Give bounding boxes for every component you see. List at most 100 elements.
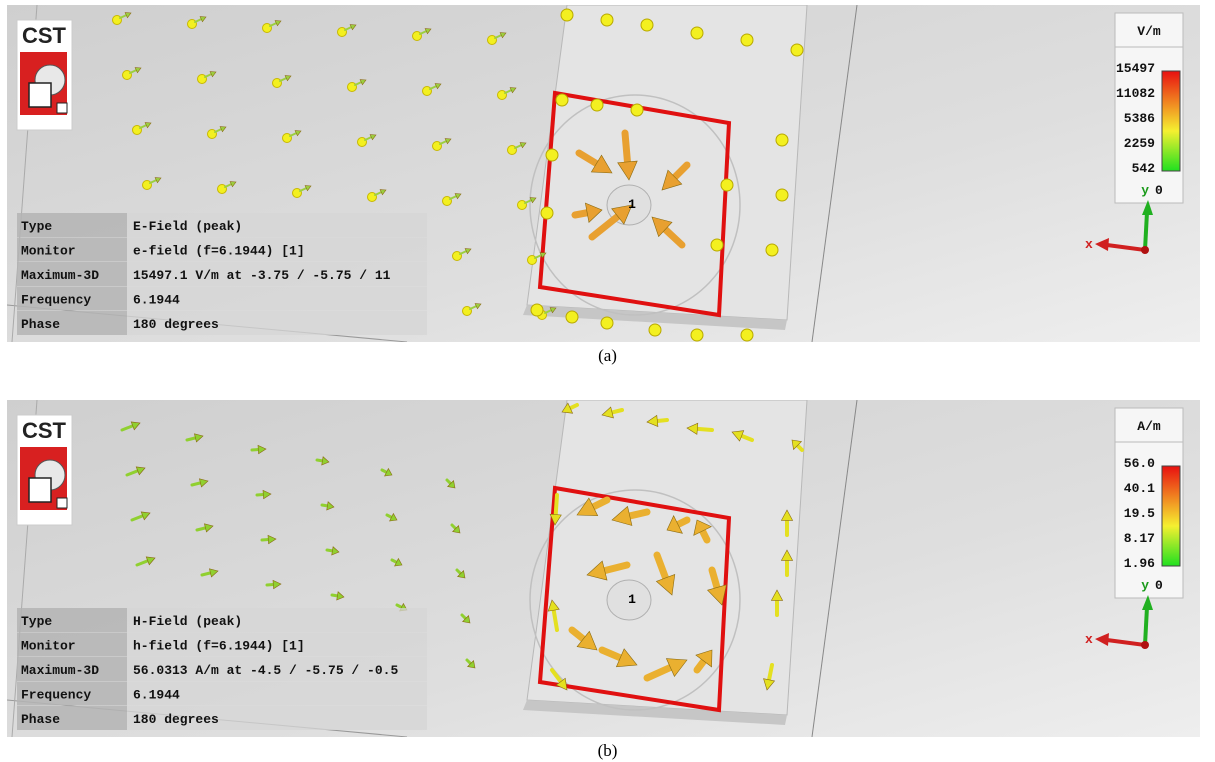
field-arrow-shaft [657,420,667,421]
field-dot [691,27,703,39]
caption: (a) [0,346,1215,366]
field-dot [766,244,778,256]
info-label: Maximum-3D [21,663,99,678]
legend-tick-label: 56.0 [1124,456,1155,471]
legend-unit: V/m [1137,24,1161,39]
field-dot [649,324,661,336]
page: 1 CST Type E-Field (peak) Monitor e-field (f=… [0,0,1215,762]
field-dot [546,149,558,161]
info-label: Phase [21,712,60,727]
field-dot [711,239,723,251]
info-label: Monitor [21,244,76,259]
info-value: H-Field (peak) [133,614,242,629]
field-arrow-shaft [202,573,210,575]
logo-small-cube [57,103,67,113]
legend-tick-label: 11082 [1116,86,1155,101]
y-axis-arrow [1145,212,1147,250]
strong-arrow-shaft [625,133,627,162]
strong-arrow-shaft [678,520,687,525]
info-label: Maximum-3D [21,268,99,283]
field-dot [556,94,568,106]
field-dot [601,317,613,329]
logo-text: CST [22,418,67,443]
strong-arrow-shaft [575,213,587,215]
port-label: 1 [628,197,636,212]
axis-origin [1141,246,1149,254]
field-arrow-shaft [570,405,577,408]
field-dot [541,207,553,219]
substrate [527,5,807,320]
legend-tick-label: 5386 [1124,111,1155,126]
info-value: 180 degrees [133,712,219,727]
field-dot [566,311,578,323]
field-dot [561,9,573,21]
legend-tick-label: 15497 [1116,61,1155,76]
caption: (b) [0,741,1215,761]
legend-zero: 0 [1155,183,1163,198]
field-dot [531,304,543,316]
color-bar [1162,466,1180,566]
legend-axis-label: y [1141,578,1149,593]
field-dot [641,19,653,31]
field-arrow-shaft [332,595,337,596]
info-label: Phase [21,317,60,332]
legend-tick-label: 19.5 [1124,506,1155,521]
x-axis-label: x [1085,632,1093,647]
logo-small-cube [57,498,67,508]
field-arrow-shaft [192,483,200,485]
legend-tick-label: 2259 [1124,136,1155,151]
field-arrow-shaft [387,515,392,517]
field-arrow-shaft [612,410,622,412]
field-arrow-shaft [317,460,322,461]
strong-arrow-shaft [712,570,717,588]
field-arrow-shaft [187,438,195,440]
field-dot [601,14,613,26]
legend-axis-label: y [1141,183,1149,198]
field-dot [721,179,733,191]
info-label: Type [21,219,52,234]
y-axis-arrow [1145,607,1147,645]
field-dot [741,329,753,341]
strong-arrow-shaft [630,512,647,516]
info-value: h-field (f=6.1944) [1] [133,639,305,654]
field-dot [691,329,703,341]
field-arrow-shaft [197,528,205,530]
field-arrow-shaft [382,470,387,472]
legend-tick-label: 40.1 [1124,481,1155,496]
info-value: E-Field (peak) [133,219,242,234]
field-arrow-shaft [392,560,397,562]
axis-origin [1141,641,1149,649]
field-view: 1 CST Type E-Field (peak) Monitor e-field (f=… [7,5,1200,342]
field-arrow-shaft [556,495,557,515]
field-dot [776,134,788,146]
color-bar [1162,71,1180,171]
field-dot [741,34,753,46]
field-dot [591,99,603,111]
info-value: 6.1944 [133,688,180,703]
info-value: 6.1944 [133,293,180,308]
field-arrow-shaft [697,429,712,430]
strong-arrow-shaft [703,531,708,540]
logo-text: CST [22,23,67,48]
field-dot [791,44,803,56]
logo-cube [29,83,51,107]
logo-cube [29,478,51,502]
info-value: 15497.1 V/m at -3.75 / -5.75 / 11 [133,268,391,283]
info-value: e-field (f=6.1944) [1] [133,244,305,259]
field-arrow-shaft [397,605,402,607]
legend-tick-label: 542 [1132,161,1156,176]
field-arrow-shaft [322,505,327,506]
field-dot [631,104,643,116]
info-label: Monitor [21,639,76,654]
legend-zero: 0 [1155,578,1163,593]
x-axis-label: x [1085,237,1093,252]
legend-tick-label: 8.17 [1124,531,1155,546]
field-arrow-shaft [327,550,332,551]
info-label: Type [21,614,52,629]
legend-tick-label: 1.96 [1124,556,1155,571]
info-value: 56.0313 A/m at -4.5 / -5.75 / -0.5 [133,663,398,678]
legend-unit: A/m [1137,419,1161,434]
info-value: 180 degrees [133,317,219,332]
info-label: Frequency [21,293,91,308]
field-dot [776,189,788,201]
